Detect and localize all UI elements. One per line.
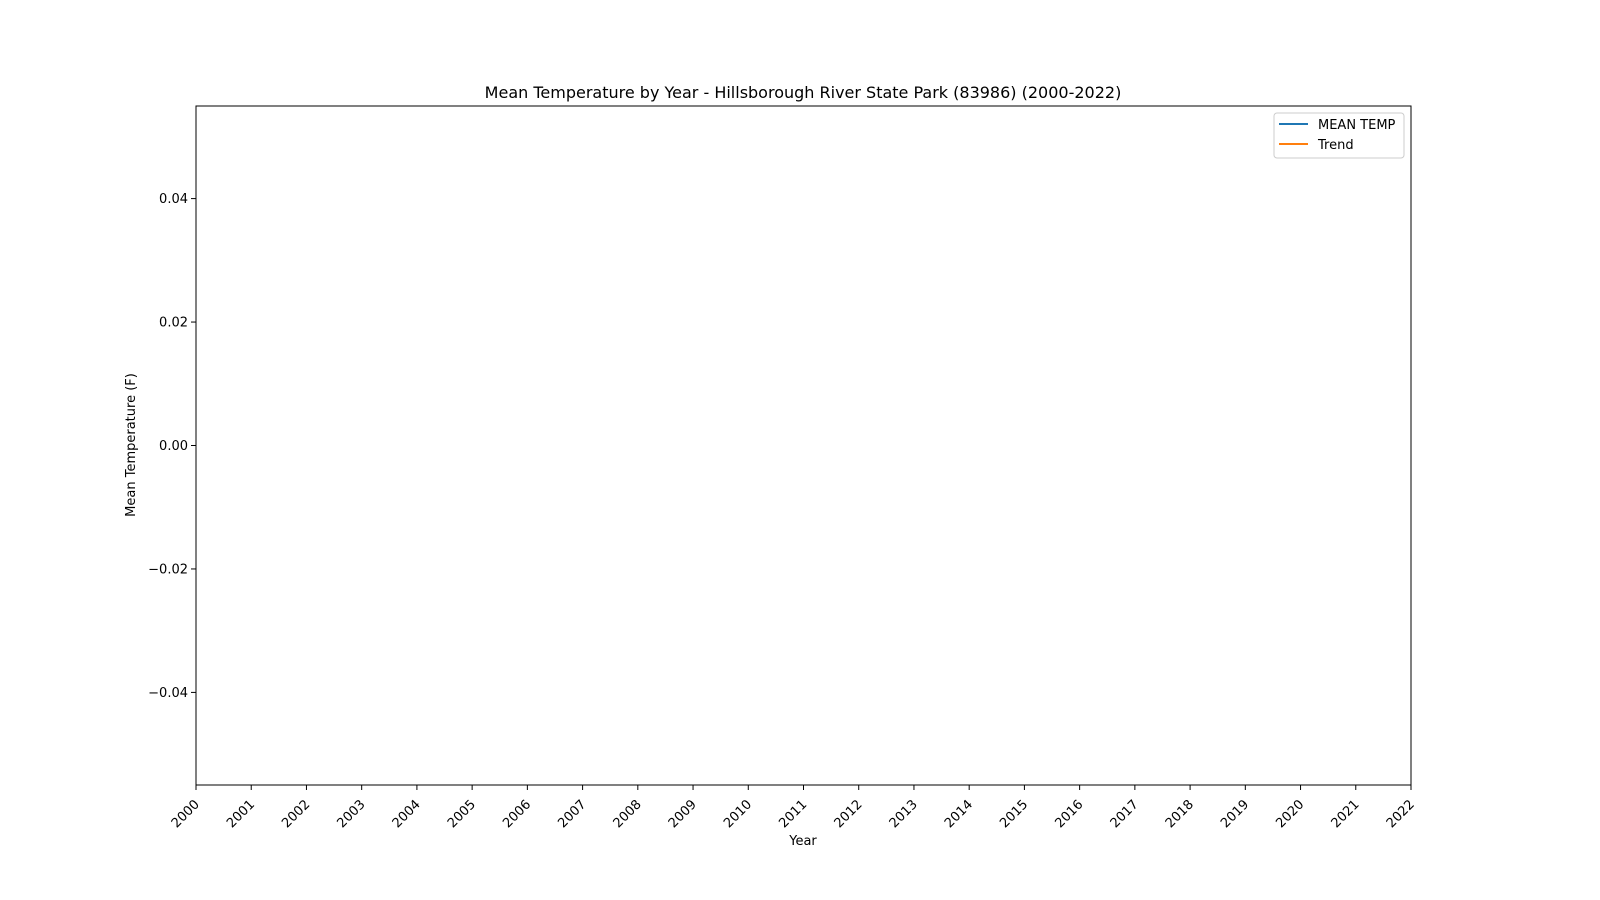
y-tick-label: −0.04 (148, 686, 188, 701)
legend: MEAN TEMP Trend (1273, 112, 1405, 159)
y-tick-label: 0.02 (159, 316, 188, 331)
y-tick-label: 0.00 (159, 439, 188, 454)
x-axis-label: Year (788, 834, 817, 849)
legend-items: MEAN TEMP Trend (1279, 118, 1396, 153)
legend-label: MEAN TEMP (1318, 118, 1396, 133)
chart-title: Mean Temperature by Year - Hillsborough … (485, 83, 1122, 102)
y-axis-label: Mean Temperature (F) (124, 373, 139, 517)
y-tick-label: 0.04 (159, 192, 188, 207)
y-axis-ticks: 0.04 0.02 0.00 −0.02 −0.04 (148, 192, 196, 701)
y-tick-label: −0.02 (148, 562, 188, 577)
legend-label: Trend (1317, 138, 1354, 153)
